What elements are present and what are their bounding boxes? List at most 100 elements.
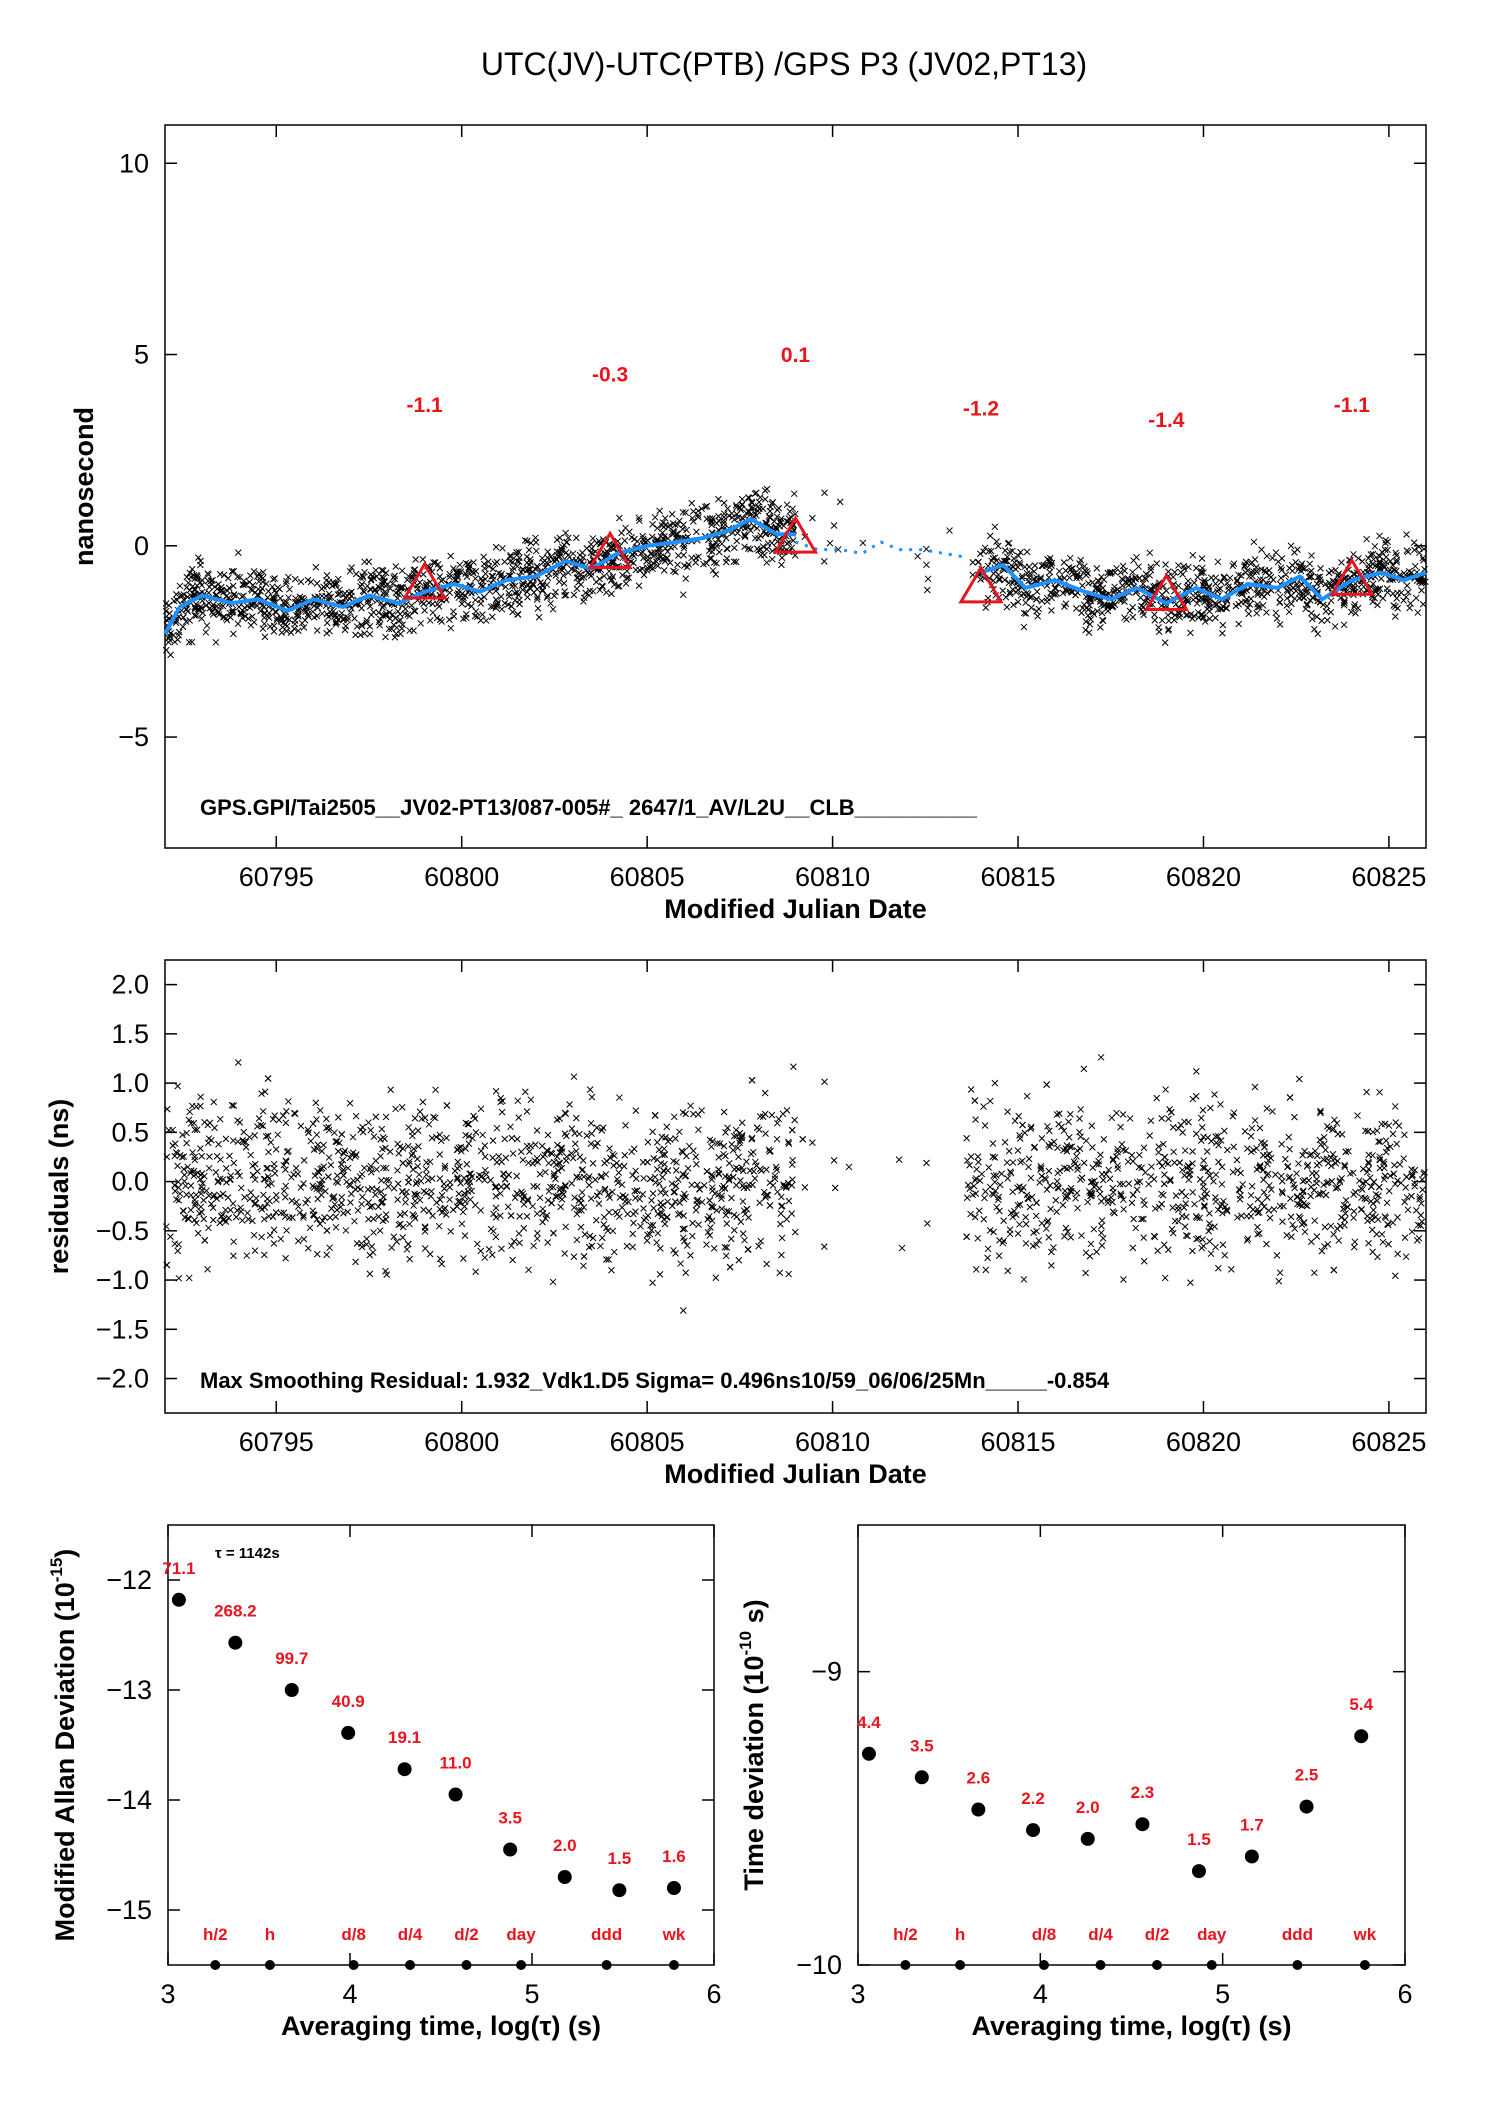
res-point [712,1274,720,1282]
res-point [1365,1151,1373,1159]
tdev-marker-dot [1152,1960,1163,1970]
top-point [698,505,706,513]
top-point [577,581,585,588]
res-point [376,1227,384,1235]
res-point [671,1188,678,1196]
res-point [991,1079,999,1087]
top-point [431,559,439,566]
res-point [1335,1237,1343,1244]
top-point [1301,565,1309,573]
res-xtick-label: 60805 [610,1427,685,1457]
res-xtick-label: 60810 [795,1427,870,1457]
res-point [492,1087,500,1095]
res-point [578,1189,586,1196]
top-point [722,534,730,542]
res-point [1076,1115,1083,1122]
top-point [338,609,346,617]
res-point [332,1213,340,1221]
res-point [294,1237,302,1245]
top-point [1082,626,1089,634]
top-point [505,593,513,600]
top-point [1369,550,1377,558]
top-point [294,627,302,635]
top-point [255,570,263,577]
top-point [492,596,500,603]
res-point [544,1239,552,1246]
top-point [312,563,320,571]
top-point [1034,612,1042,620]
res-point [525,1266,532,1274]
top-point [643,567,651,574]
top-point [1389,590,1397,597]
res-xtick-label: 60820 [1166,1427,1241,1457]
top-point [1287,542,1295,550]
res-point [328,1205,335,1213]
res-point [544,1131,552,1139]
res-point [708,1143,715,1151]
top-point [1085,629,1093,636]
top-point [1419,554,1427,562]
top-point [1416,549,1423,557]
res-point [630,1210,637,1218]
res-point [741,1236,748,1244]
top-point [246,604,254,612]
res-point [342,1227,350,1234]
top-point [348,564,355,572]
res-point [169,1142,177,1149]
top-point [408,602,416,609]
res-point [365,1119,372,1126]
res-point [594,1139,601,1147]
res-point [477,1105,485,1113]
res-point [1286,1145,1293,1153]
res-point [463,1160,471,1168]
res-point [410,1202,418,1209]
res-point [198,1152,206,1160]
top-point [582,589,589,597]
res-point [589,1234,597,1242]
res-point [339,1156,347,1164]
top-point [502,583,509,591]
res-point [416,1108,424,1116]
res-point [723,1220,731,1227]
res-point [1005,1147,1013,1155]
top-point [513,557,521,565]
res-point [395,1150,403,1157]
res-point [304,1244,312,1252]
res-point [238,1217,246,1224]
res-point [526,1148,533,1155]
top-point [561,588,569,595]
top-point [501,558,508,566]
res-point [292,1164,300,1172]
res-note: Max Smoothing Residual: 1.932_Vdk1.D5 Si… [200,1368,1110,1393]
res-point [744,1246,752,1253]
top-point [763,559,771,566]
res-point [266,1231,274,1239]
top-point [695,513,702,521]
res-point [801,1184,809,1191]
top-point [1092,584,1100,592]
top-point [660,567,668,574]
res-point [1023,1092,1031,1100]
res-point [536,1194,544,1202]
top-point [297,578,305,586]
top-point [558,566,566,574]
res-point [774,1188,781,1196]
top-point [511,582,519,590]
res-point [991,1178,999,1186]
top-point [592,578,600,586]
top-point [1367,551,1375,558]
res-point [523,1108,531,1115]
tdev-marker-label: d/2 [1145,1925,1170,1944]
res-point [1402,1253,1410,1261]
res-point [1288,1233,1295,1241]
res-point [347,1199,354,1206]
top-point [1355,554,1362,562]
top-point [748,498,756,506]
top-point [234,549,242,557]
top-point [564,569,572,577]
res-point [244,1209,251,1217]
top-point [674,552,682,559]
res-point [473,1240,481,1248]
top-point [477,575,485,582]
res-point [605,1209,613,1216]
